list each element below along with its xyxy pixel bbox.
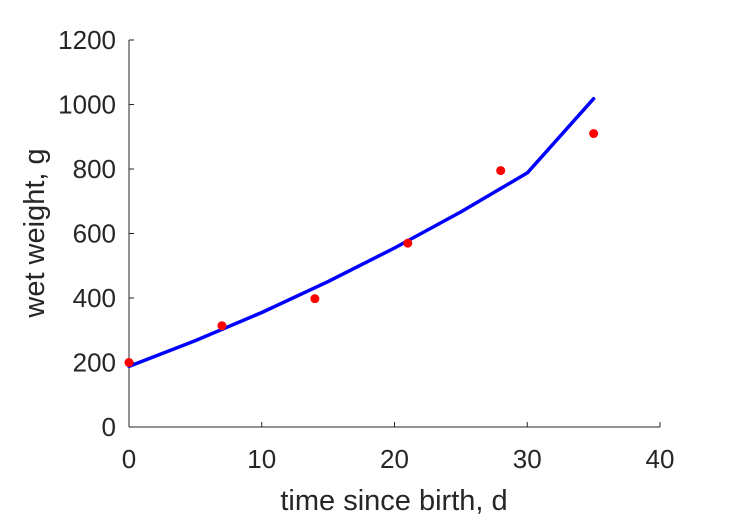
data-point (217, 321, 227, 331)
y-tick-label: 1200 (58, 25, 116, 55)
y-tick-label: 200 (73, 348, 116, 378)
y-tick-label: 800 (73, 154, 116, 184)
fit-curve (127, 96, 596, 369)
x-tick-label: 0 (122, 444, 136, 474)
series-points (124, 129, 599, 367)
y-tick-label: 0 (102, 412, 116, 442)
x-tick-label: 10 (247, 444, 276, 474)
y-tick-label: 1000 (58, 90, 116, 120)
data-point (124, 358, 134, 367)
data-point (589, 129, 599, 139)
data-point (403, 238, 413, 248)
x-ticks: 0 10 20 30 40 (122, 422, 675, 474)
y-axis-label: wet weight, g (19, 148, 51, 318)
series-lines (127, 96, 596, 369)
data-point (310, 294, 320, 304)
data-point (496, 166, 506, 176)
x-tick-label: 20 (380, 444, 409, 474)
axes (128, 40, 660, 428)
x-axis-label: time since birth, d (280, 485, 507, 517)
y-tick-label: 400 (73, 283, 116, 313)
x-tick-label: 40 (646, 444, 675, 474)
x-tick-label: 30 (513, 444, 542, 474)
y-tick-label: 600 (73, 219, 116, 249)
y-ticks: 0 200 400 600 800 1000 1200 (58, 25, 134, 442)
